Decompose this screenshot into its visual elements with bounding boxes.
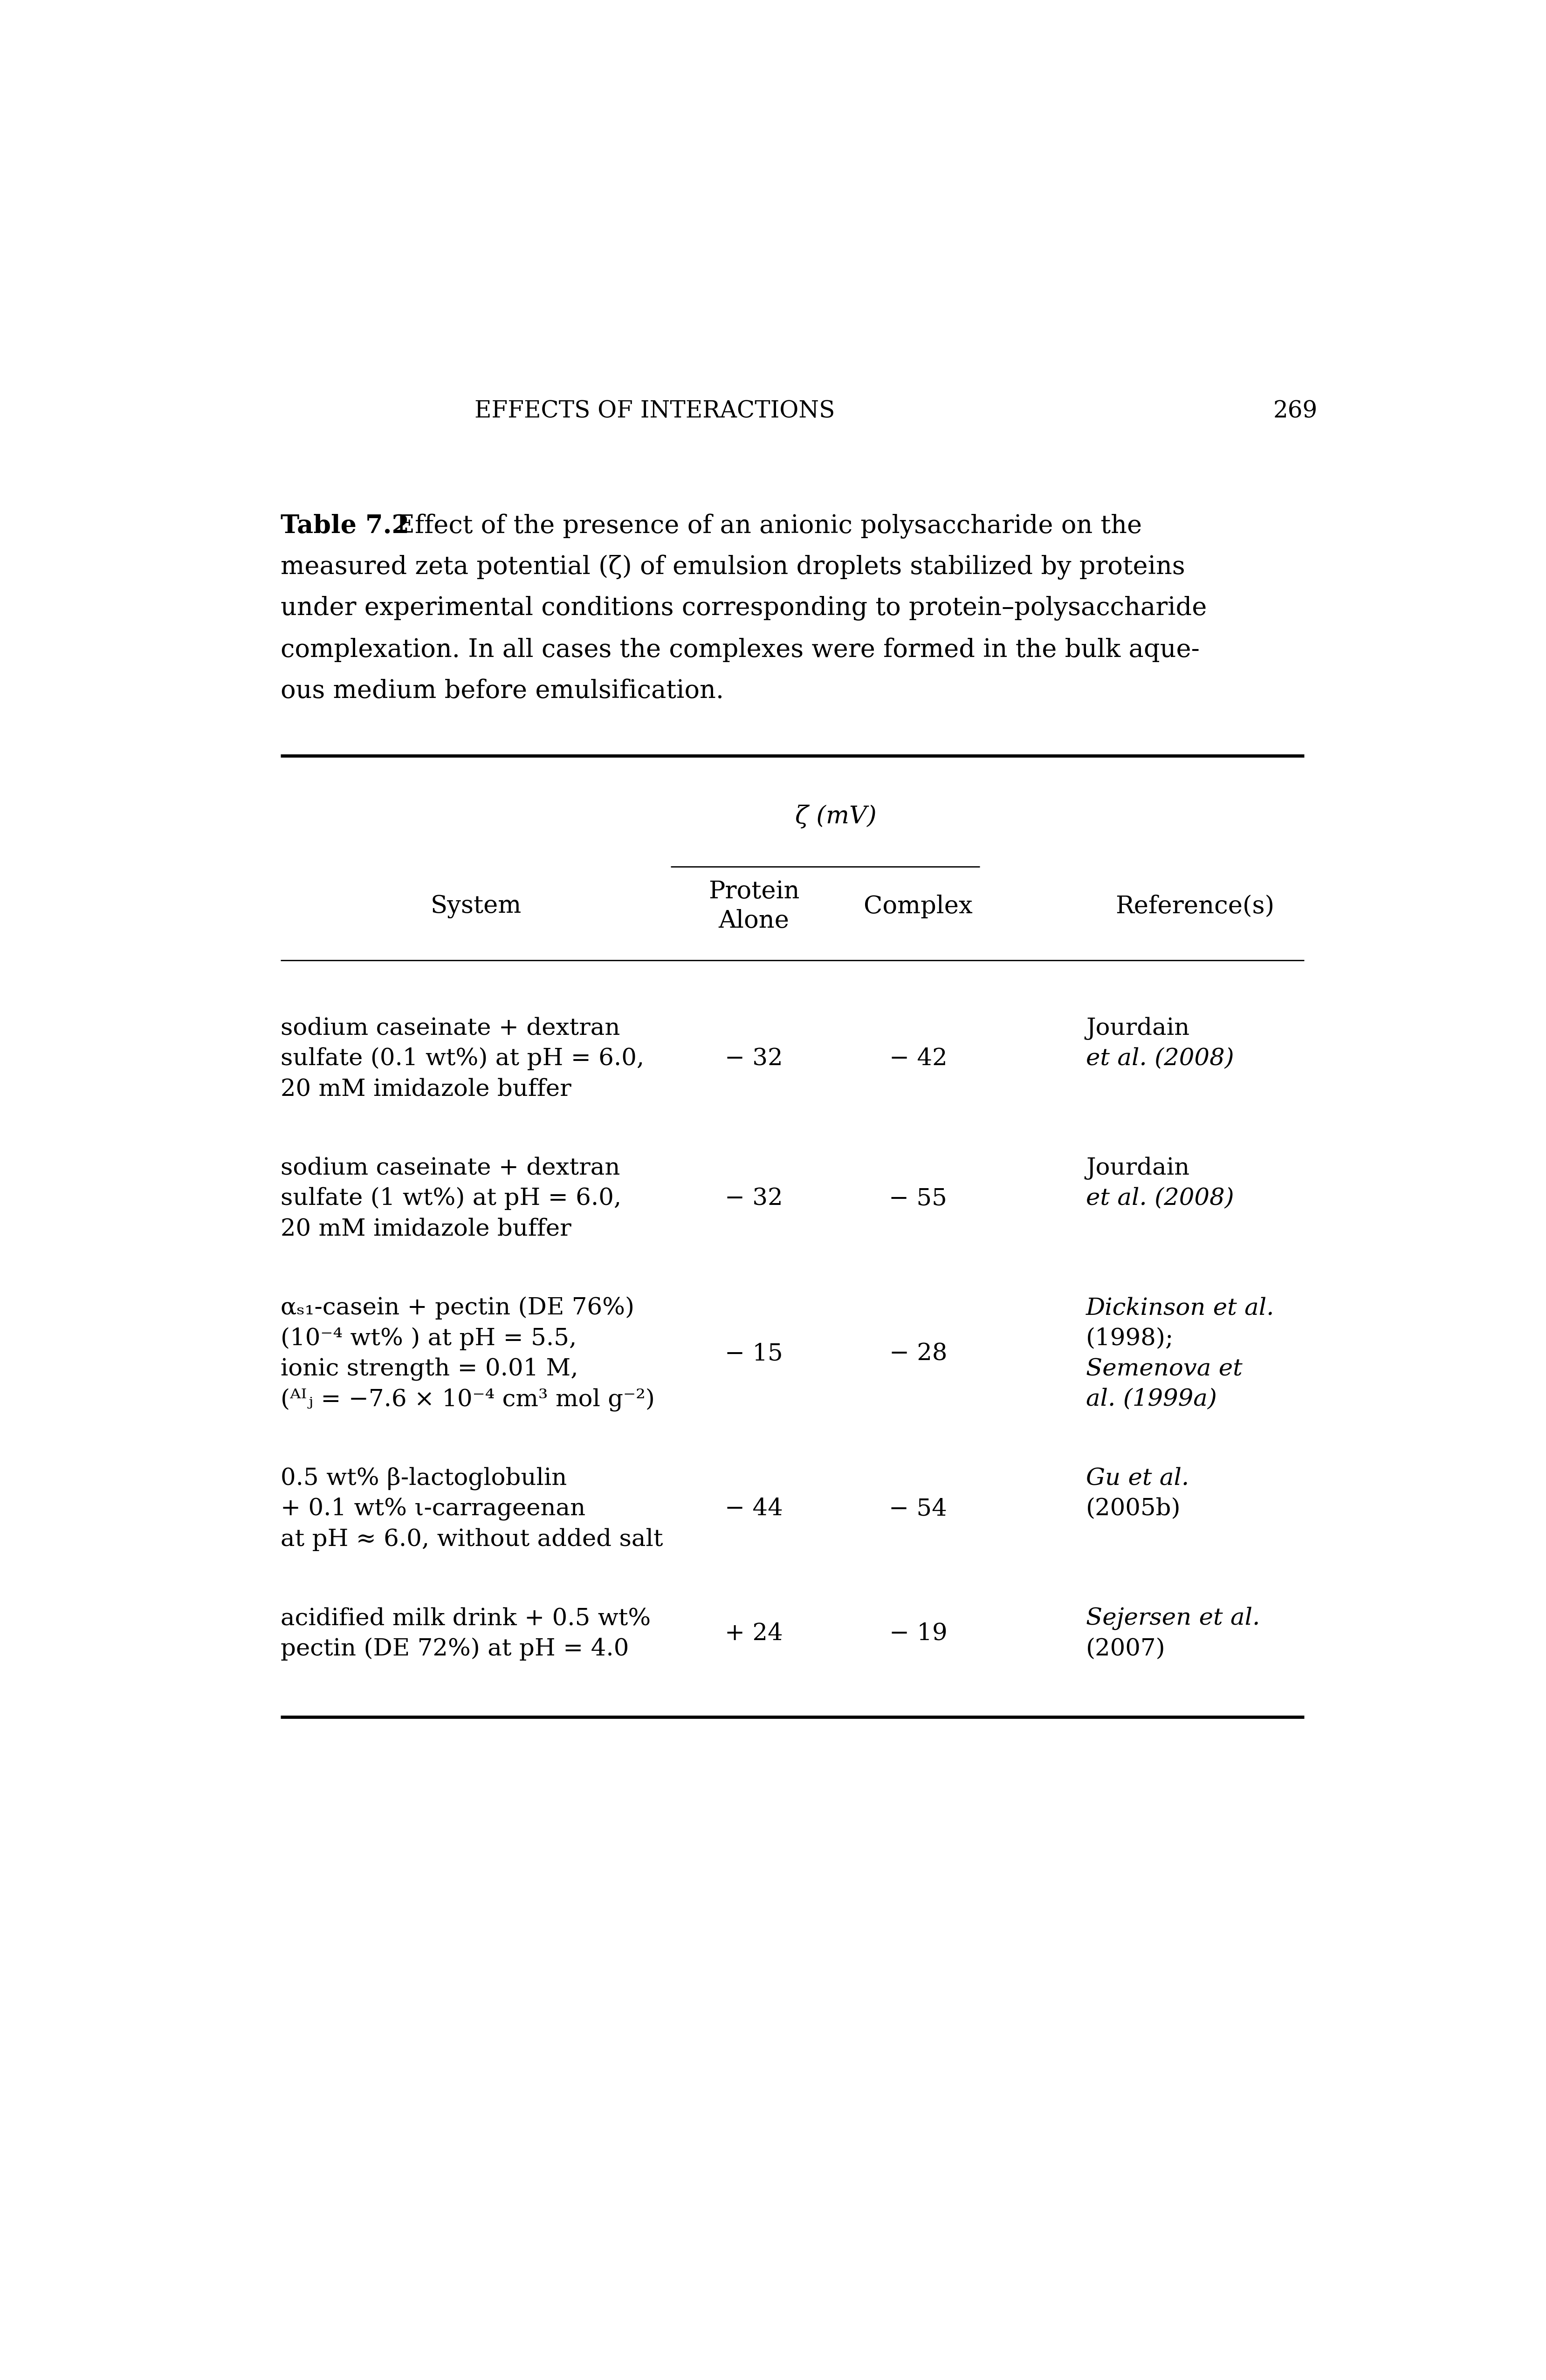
Text: ous medium before emulsification.: ous medium before emulsification. — [281, 678, 724, 702]
Text: − 15: − 15 — [725, 1342, 784, 1366]
Text: − 54: − 54 — [889, 1497, 948, 1521]
Text: at pH ≈ 6.0, without added salt: at pH ≈ 6.0, without added salt — [281, 1528, 663, 1552]
Text: + 0.1 wt% ι-carrageenan: + 0.1 wt% ι-carrageenan — [281, 1497, 586, 1521]
Text: αₛ₁-casein + pectin (DE 76%): αₛ₁-casein + pectin (DE 76%) — [281, 1297, 634, 1319]
Text: Jourdain: Jourdain — [1085, 1016, 1189, 1040]
Text: Table 7.2: Table 7.2 — [281, 514, 410, 538]
Text: − 44: − 44 — [725, 1497, 784, 1521]
Text: Complex: Complex — [864, 895, 972, 919]
Text: − 32: − 32 — [725, 1047, 782, 1071]
Text: Protein
Alone: Protein Alone — [708, 881, 799, 933]
Text: + 24: + 24 — [725, 1623, 784, 1645]
Text: Gu et al.: Gu et al. — [1085, 1466, 1189, 1490]
Text: − 32: − 32 — [725, 1188, 782, 1209]
Text: pectin (DE 72%) at pH = 4.0: pectin (DE 72%) at pH = 4.0 — [281, 1637, 629, 1661]
Text: 20 mM imidazole buffer: 20 mM imidazole buffer — [281, 1078, 572, 1102]
Text: Reference(s): Reference(s) — [1115, 895, 1274, 919]
Text: 269: 269 — [1274, 400, 1317, 424]
Text: EFFECTS OF INTERACTIONS: EFFECTS OF INTERACTIONS — [475, 400, 835, 424]
Text: (10⁻⁴ wt% ) at pH = 5.5,: (10⁻⁴ wt% ) at pH = 5.5, — [281, 1328, 577, 1349]
Text: 0.5 wt% β-lactoglobulin: 0.5 wt% β-lactoglobulin — [281, 1466, 567, 1490]
Text: complexation. In all cases the complexes were formed in the bulk aque-: complexation. In all cases the complexes… — [281, 638, 1200, 662]
Text: sodium caseinate + dextran: sodium caseinate + dextran — [281, 1157, 620, 1180]
Text: under experimental conditions corresponding to protein–polysaccharide: under experimental conditions correspond… — [281, 595, 1207, 621]
Text: (2005b): (2005b) — [1085, 1497, 1181, 1521]
Text: (1998);: (1998); — [1085, 1328, 1173, 1349]
Text: − 28: − 28 — [889, 1342, 948, 1366]
Text: et al. (2008): et al. (2008) — [1085, 1188, 1234, 1209]
Text: − 19: − 19 — [889, 1623, 948, 1645]
Text: sulfate (1 wt%) at pH = 6.0,: sulfate (1 wt%) at pH = 6.0, — [281, 1188, 621, 1209]
Text: sulfate (0.1 wt%) at pH = 6.0,: sulfate (0.1 wt%) at pH = 6.0, — [281, 1047, 645, 1071]
Text: Semenova et: Semenova et — [1085, 1357, 1243, 1380]
Text: (ᴬᴵⱼ = −7.6 × 10⁻⁴ cm³ mol g⁻²): (ᴬᴵⱼ = −7.6 × 10⁻⁴ cm³ mol g⁻²) — [281, 1388, 656, 1411]
Text: Dickinson et al.: Dickinson et al. — [1085, 1297, 1274, 1319]
Text: et al. (2008): et al. (2008) — [1085, 1047, 1234, 1071]
Text: Effect of the presence of an anionic polysaccharide on the: Effect of the presence of an anionic pol… — [380, 514, 1142, 538]
Text: System: System — [430, 895, 521, 919]
Text: Jourdain: Jourdain — [1085, 1157, 1189, 1180]
Text: − 42: − 42 — [889, 1047, 948, 1071]
Text: Sejersen et al.: Sejersen et al. — [1085, 1606, 1260, 1630]
Text: − 55: − 55 — [889, 1188, 948, 1209]
Text: measured zeta potential (ζ) of emulsion droplets stabilized by proteins: measured zeta potential (ζ) of emulsion … — [281, 555, 1186, 581]
Text: 20 mM imidazole buffer: 20 mM imidazole buffer — [281, 1219, 572, 1240]
Text: ζ (mV): ζ (mV) — [795, 804, 877, 828]
Text: ionic strength = 0.01 M,: ionic strength = 0.01 M, — [281, 1357, 578, 1380]
Text: sodium caseinate + dextran: sodium caseinate + dextran — [281, 1016, 620, 1040]
Text: acidified milk drink + 0.5 wt%: acidified milk drink + 0.5 wt% — [281, 1606, 651, 1630]
Text: (2007): (2007) — [1085, 1637, 1166, 1661]
Text: al. (1999a): al. (1999a) — [1085, 1388, 1217, 1411]
